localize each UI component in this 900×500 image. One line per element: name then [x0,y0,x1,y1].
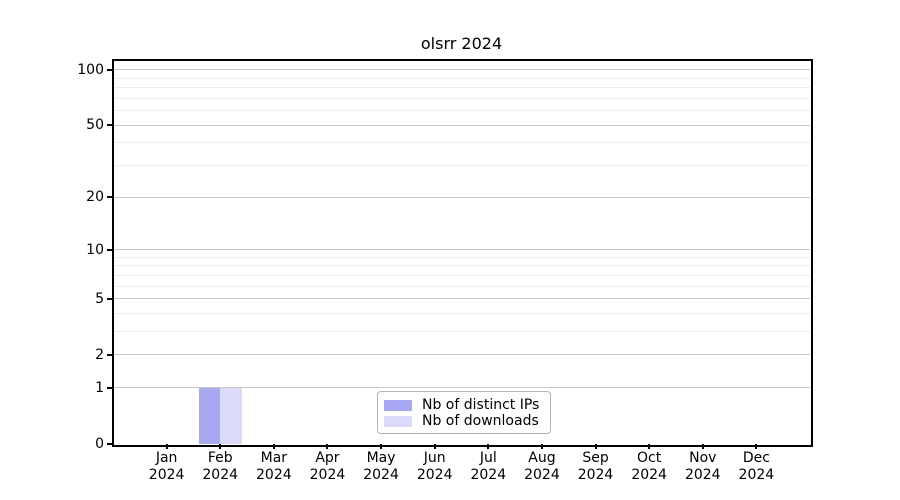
legend-item-distinct-ips: Nb of distinct IPs [384,397,542,413]
minor-gridline [113,313,810,314]
y-tick [107,353,112,356]
major-gridline [113,196,810,198]
y-tick [107,68,112,71]
x-tick-label: Jul 2024 [470,450,507,483]
minor-gridline [113,165,810,167]
x-tick-label: Sep 2024 [577,450,614,483]
x-tick [540,444,543,449]
x-tick [648,444,651,449]
major-gridline [113,387,810,389]
y-tick [107,124,112,127]
x-tick-label: May 2024 [363,450,399,483]
x-tick-label: Nov 2024 [684,450,721,483]
y-tick-label: 20 [86,189,104,206]
x-tick-label: Jan 2024 [148,450,185,483]
y-tick [107,443,112,445]
x-tick [701,444,704,449]
y-tick-label: 100 [77,61,104,78]
y-tick-label: 1 [95,379,104,396]
y-tick-label: 0 [95,436,104,452]
x-tick-label: Oct 2024 [631,450,667,483]
legend-label-distinct-ips: Nb of distinct IPs [422,397,540,413]
major-gridline [113,298,810,300]
minor-gridline [113,331,810,333]
minor-gridline [113,97,810,99]
major-gridline [113,354,810,356]
bar-feb-distinct-ips [198,387,221,444]
x-tick [219,444,222,449]
legend-swatch-downloads [384,415,412,427]
legend-item-downloads: Nb of downloads [384,413,542,429]
major-gridline [113,124,810,126]
y-tick-label: 10 [86,241,104,258]
x-tick-label: Apr 2024 [309,450,346,483]
x-tick-label: Dec 2024 [738,450,775,483]
legend-label-downloads: Nb of downloads [422,413,539,429]
y-tick-label: 2 [95,346,104,363]
chart-title: olsrr 2024 [420,34,503,53]
x-tick [487,444,490,449]
legend-swatch-distinct-ips [384,399,412,411]
minor-gridline [113,265,810,267]
minor-gridline [113,110,810,112]
x-tick [755,444,758,449]
legend: Nb of distinct IPs Nb of downloads [377,391,551,434]
y-tick [107,248,112,251]
x-tick [433,444,436,449]
minor-gridline [113,87,810,89]
major-gridline [113,69,810,71]
minor-gridline [113,274,810,276]
x-tick [165,444,168,449]
x-tick [594,444,597,449]
x-tick-label: Jun 2024 [416,450,453,483]
x-tick-label: Mar 2024 [256,450,292,483]
y-tick [107,297,112,300]
x-tick [272,444,275,449]
x-tick [380,444,383,449]
x-tick [326,444,329,449]
minor-gridline [113,77,810,79]
minor-gridline [113,256,810,258]
y-tick-label: 5 [95,290,104,307]
minor-gridline [113,142,810,144]
x-tick-label: Aug 2024 [524,450,560,483]
plot-area [113,60,810,444]
minor-gridline [113,285,810,287]
y-tick [107,196,112,199]
bar-feb-downloads [220,387,242,444]
x-tick-label: Feb 2024 [202,450,239,483]
major-gridline [113,249,810,251]
y-tick [107,386,112,389]
y-tick-label: 50 [86,117,104,134]
